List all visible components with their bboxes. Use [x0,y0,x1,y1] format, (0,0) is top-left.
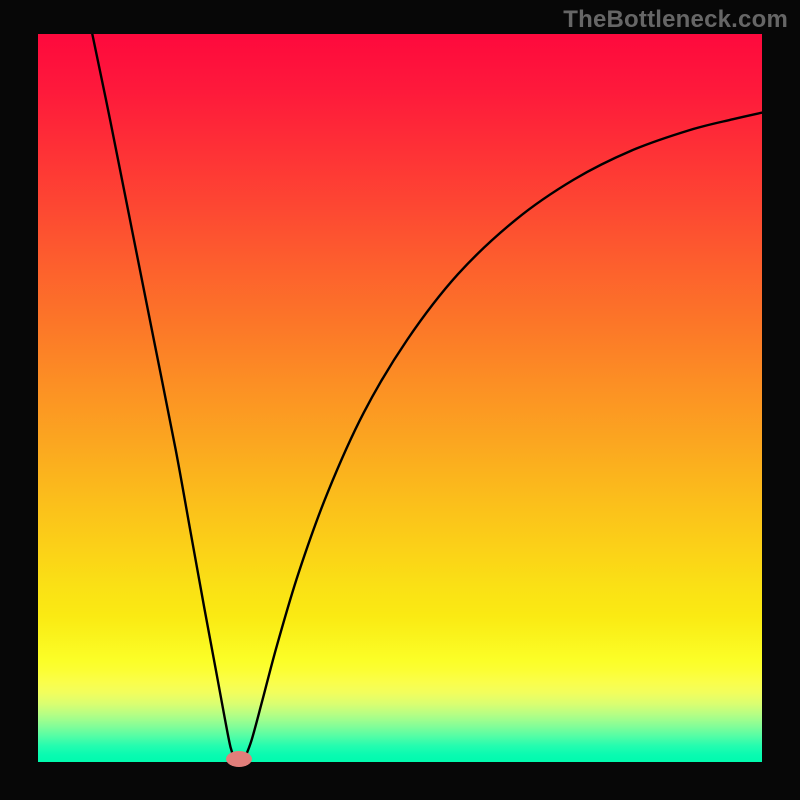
watermark-text: TheBottleneck.com [563,6,788,34]
chart-container: TheBottleneck.com [0,0,800,800]
optimal-point-marker [226,751,252,767]
bottleneck-curve-plot [38,34,762,762]
